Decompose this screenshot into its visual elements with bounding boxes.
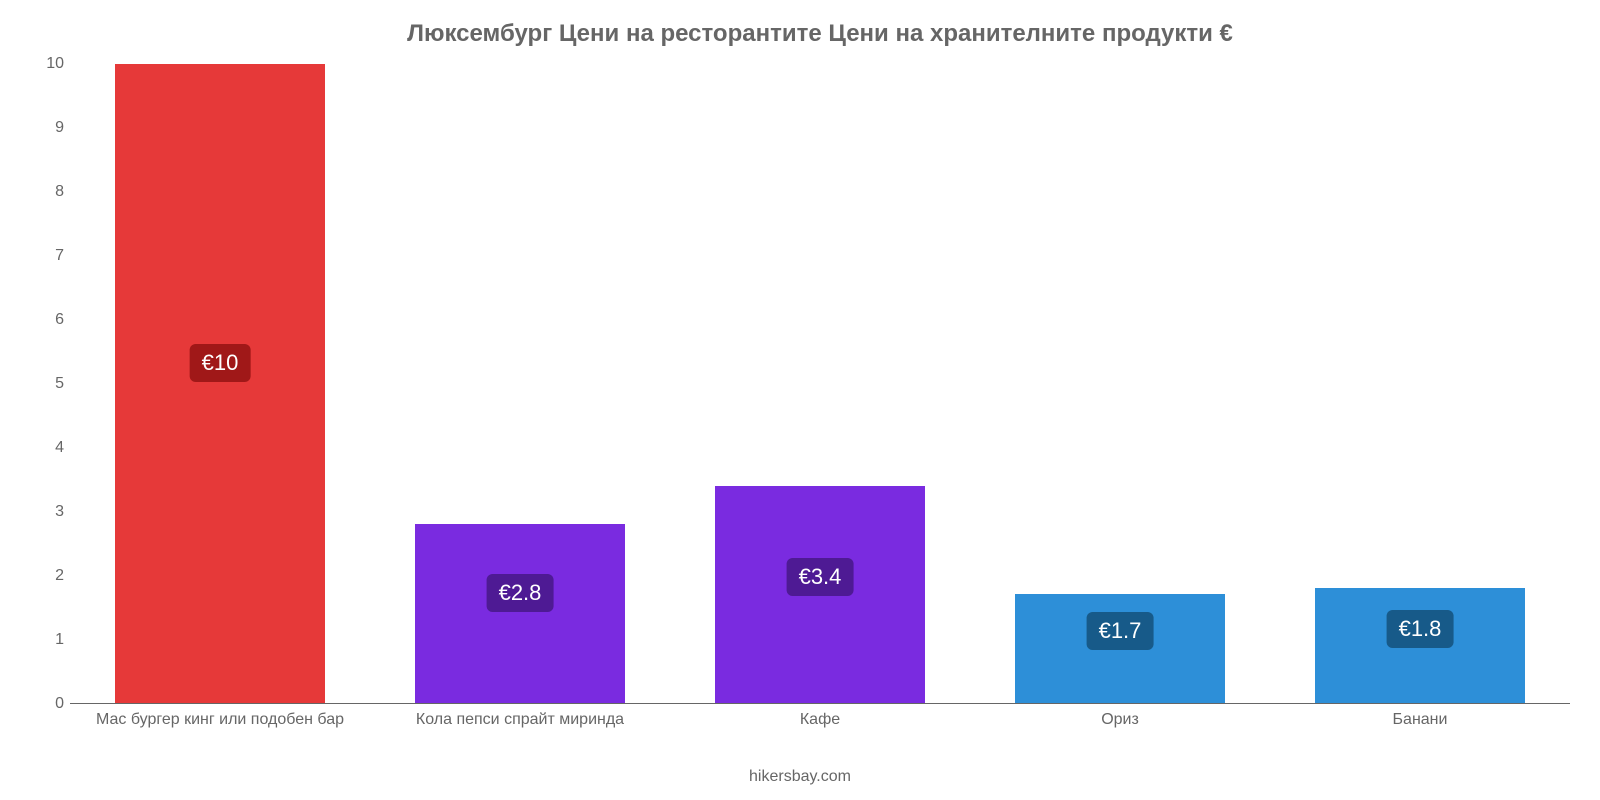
- y-tick: 6: [24, 311, 64, 329]
- value-badge: €2.8: [487, 574, 554, 612]
- value-badge: €10: [190, 344, 251, 382]
- bar-slot: €3.4: [670, 64, 970, 703]
- x-axis-labels: Мас бургер кинг или подобен барКола пепс…: [70, 711, 1570, 729]
- x-axis-label: Кафе: [670, 711, 970, 729]
- x-axis-label: Кола пепси спрайт миринда: [370, 711, 670, 729]
- bar: €1.7: [1015, 594, 1225, 703]
- price-bar-chart: Люксембург Цени на ресторантите Цени на …: [0, 0, 1600, 800]
- y-tick: 2: [24, 567, 64, 585]
- y-tick: 4: [24, 439, 64, 457]
- value-badge: €1.8: [1387, 610, 1454, 648]
- value-badge: €3.4: [787, 558, 854, 596]
- x-axis-label: Банани: [1270, 711, 1570, 729]
- value-badge: €1.7: [1087, 612, 1154, 650]
- plot-wrapper: 012345678910 €10€2.8€3.4€1.7€1.8 Мас бур…: [70, 64, 1570, 704]
- plot-area: €10€2.8€3.4€1.7€1.8 Мас бургер кинг или …: [70, 64, 1570, 704]
- y-tick: 0: [24, 695, 64, 713]
- y-tick: 5: [24, 375, 64, 393]
- x-axis-label: Ориз: [970, 711, 1270, 729]
- y-tick: 10: [24, 55, 64, 73]
- bar: €3.4: [715, 486, 925, 703]
- y-tick: 8: [24, 183, 64, 201]
- y-tick: 9: [24, 119, 64, 137]
- bars-group: €10 €2.8 €3.4 €1.7 €1.8: [70, 64, 1570, 703]
- bar: €10: [115, 64, 325, 703]
- bar: €1.8: [1315, 588, 1525, 703]
- y-axis: 012345678910: [24, 64, 64, 704]
- bar: €2.8: [415, 524, 625, 703]
- bar-slot: €10: [70, 64, 370, 703]
- bar-slot: €1.7: [970, 64, 1270, 703]
- y-tick: 7: [24, 247, 64, 265]
- y-tick: 3: [24, 503, 64, 521]
- attribution: hikersbay.com: [0, 768, 1600, 786]
- bar-slot: €1.8: [1270, 64, 1570, 703]
- y-tick: 1: [24, 631, 64, 649]
- chart-title: Люксембург Цени на ресторантите Цени на …: [70, 20, 1570, 48]
- x-axis-label: Мас бургер кинг или подобен бар: [70, 711, 370, 729]
- bar-slot: €2.8: [370, 64, 670, 703]
